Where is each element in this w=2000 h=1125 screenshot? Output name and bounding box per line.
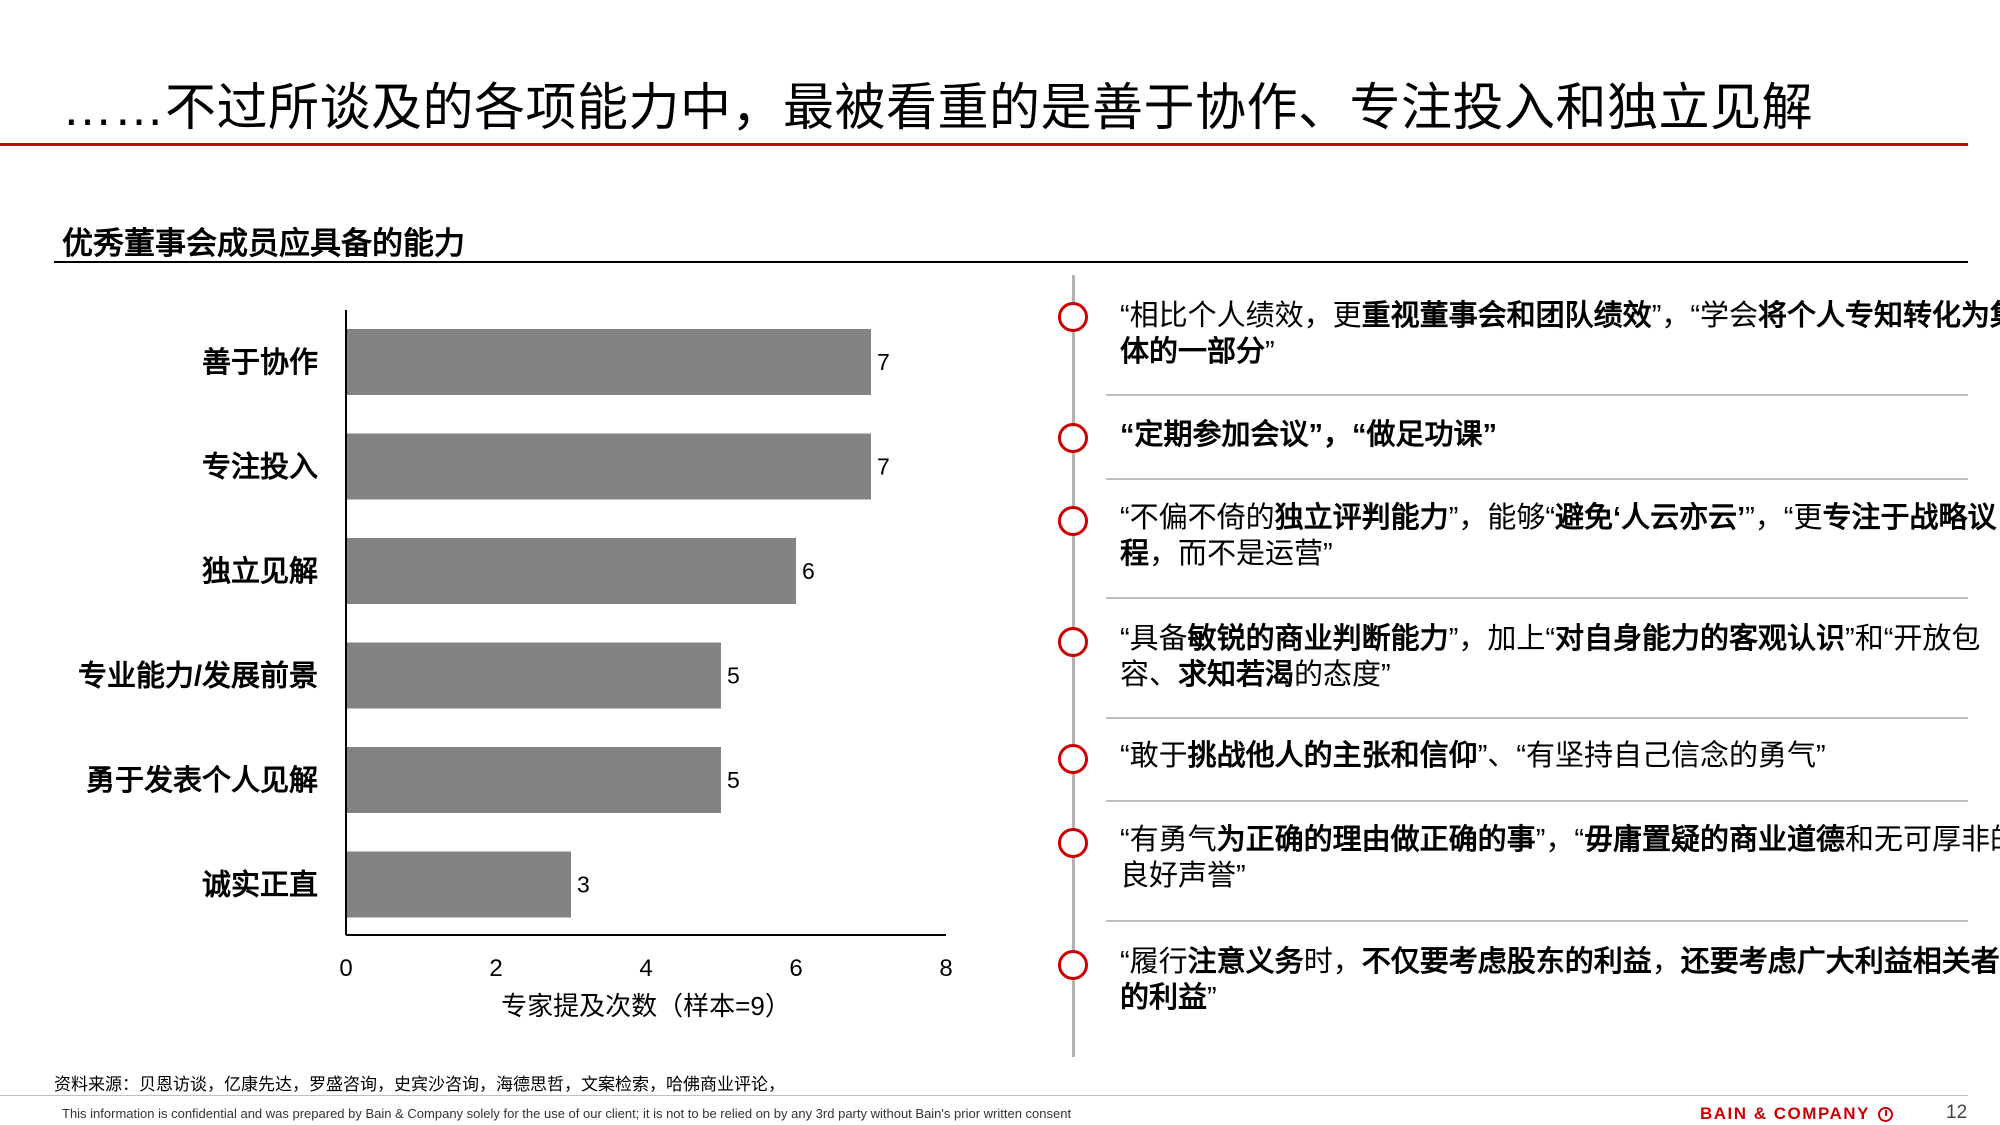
quote-segment: ” bbox=[1207, 982, 1217, 1014]
x-tick-label-0: 0 bbox=[339, 955, 352, 982]
category-label-4: 勇于发表个人见解 bbox=[86, 764, 318, 797]
quote-segment: ，而不是运营” bbox=[1149, 538, 1333, 570]
bullet-circle-icon bbox=[1058, 950, 1088, 980]
quote-text: “有勇气为正确的理由做正确的事”，“毋庸置疑的商业道德和无可厚非的良好声誉” bbox=[1120, 822, 2000, 894]
quote-segment: “具备 bbox=[1120, 623, 1188, 655]
quote-segment: ”和“开放包容、 bbox=[1120, 623, 1981, 691]
bar-chart: 善于协作 7 专注投入 7 独立见解 6 专业能力/发展前景 5 勇于发表个人见解 5 诚实正直 3 0… bbox=[78, 310, 953, 1021]
quote-emphasis: 对自身能力的客观认识 bbox=[1555, 623, 1846, 655]
section-divider bbox=[54, 261, 1968, 263]
category-label-3: 专业能力/发展前景 bbox=[78, 659, 318, 693]
quote-text: “相比个人绩效，更重视董事会和团队绩效”，“学会将个人专知转化为集体的一部分” bbox=[1120, 298, 2000, 370]
quote-text: “定期参加会议”，“做足功课” bbox=[1120, 417, 2000, 453]
quote-segment: ”，加上“ bbox=[1448, 623, 1556, 655]
quote-segment: “不偏不倚的 bbox=[1120, 502, 1275, 534]
page-number: 12 bbox=[1946, 1102, 1968, 1123]
source-note: 资料来源：贝恩访谈，亿康先达，罗盛咨询，史宾沙咨询，海德思哲，文案检索，哈佛商业… bbox=[54, 1075, 785, 1094]
category-label-2: 独立见解 bbox=[202, 554, 318, 588]
quote-segment: ”、“有坚持自己信念的勇气” bbox=[1477, 740, 1826, 772]
bullet-circle-icon bbox=[1058, 828, 1088, 858]
quote-timeline bbox=[1072, 275, 1075, 1057]
quote-text: “履行注意义务时，不仅要考虑股东的利益，还要考虑广大利益相关者的利益” bbox=[1120, 944, 2000, 1016]
quote-segment: “相比个人绩效，更 bbox=[1120, 300, 1362, 332]
quote-divider bbox=[1106, 717, 1968, 719]
category-label-0: 善于协作 bbox=[202, 346, 318, 379]
x-tick-label-4: 8 bbox=[939, 955, 952, 982]
footer-disclaimer: This information is confidential and was… bbox=[62, 1106, 1072, 1121]
quote-emphasis: 将个人专知转化为集体的一部分 bbox=[1120, 300, 2000, 368]
brand-mark-icon bbox=[1877, 1107, 1893, 1122]
quote-emphasis: 专注于战略议程 bbox=[1120, 502, 1997, 570]
value-label-2: 6 bbox=[802, 558, 815, 584]
quote-emphasis: 注意义务 bbox=[1187, 946, 1304, 978]
value-label-0: 7 bbox=[877, 349, 890, 375]
category-label-5: 诚实正直 bbox=[202, 868, 318, 902]
quote-emphasis: 为正确的理由做正确的事 bbox=[1216, 824, 1536, 856]
brand-logo: BAIN & COMPANY bbox=[1700, 1104, 1893, 1124]
page-title: ……不过所谈及的各项能力中，最被看重的是善于协作、专注投入和独立见解 bbox=[62, 79, 1814, 136]
quote-text: “敢于挑战他人的主张和信仰”、“有坚持自己信念的勇气” bbox=[1120, 738, 2000, 774]
bullet-circle-icon bbox=[1058, 627, 1088, 657]
bar-0 bbox=[346, 329, 871, 395]
bar-5 bbox=[346, 851, 571, 918]
bullet-circle-icon bbox=[1058, 506, 1088, 536]
quote-emphasis: 挑战他人的主张和信仰 bbox=[1187, 740, 1478, 772]
value-label-3: 5 bbox=[727, 663, 740, 689]
quote-emphasis: 还要考虑广大利益相关者的利益 bbox=[1120, 946, 2000, 1014]
x-tick-label-2: 4 bbox=[639, 955, 652, 982]
value-label-1: 7 bbox=[877, 454, 890, 480]
quote-emphasis: 毋庸置疑的商业道德 bbox=[1584, 824, 1846, 856]
value-label-5: 3 bbox=[577, 872, 590, 898]
quote-emphasis: 重视董事会和团队绩效 bbox=[1361, 300, 1652, 332]
quote-emphasis: “定期参加会议”，“做足功课” bbox=[1120, 419, 1498, 451]
quote-text: “具备敏锐的商业判断能力”，加上“对自身能力的客观认识”和“开放包容、求知若渴的… bbox=[1120, 621, 2000, 693]
x-tick-label-3: 6 bbox=[789, 955, 802, 982]
title-divider bbox=[0, 143, 1968, 146]
brand-name: BAIN & COMPANY bbox=[1700, 1104, 1870, 1123]
quote-divider bbox=[1106, 478, 1968, 480]
quote-segment: ”，能够“ bbox=[1448, 502, 1556, 534]
category-label-1: 专注投入 bbox=[202, 450, 318, 484]
quote-segment: ”，“学会 bbox=[1651, 300, 1759, 332]
quote-segment: ” bbox=[1265, 336, 1275, 368]
bar-3 bbox=[346, 642, 721, 709]
quote-divider bbox=[1106, 394, 1968, 396]
x-axis-label: 专家提及次数（样本=9） bbox=[501, 991, 791, 1021]
quote-divider bbox=[1106, 597, 1968, 599]
quote-segment: “有勇气 bbox=[1120, 824, 1217, 856]
x-tick-label-1: 2 bbox=[489, 955, 502, 982]
quote-segment: “敢于 bbox=[1120, 740, 1188, 772]
quote-segment: 时， bbox=[1303, 946, 1362, 978]
quote-segment: 的态度” bbox=[1294, 659, 1391, 691]
quote-text: “不偏不倚的独立评判能力”，能够“避免‘人云亦云’”，“更专注于战略议程，而不是… bbox=[1120, 500, 2000, 572]
quote-segment: “履行 bbox=[1120, 946, 1188, 978]
bar-1 bbox=[346, 433, 871, 500]
quote-emphasis: 独立评判能力 bbox=[1274, 502, 1449, 534]
bullet-circle-icon bbox=[1058, 744, 1088, 774]
quote-emphasis: 求知若渴 bbox=[1178, 659, 1295, 691]
quote-divider bbox=[1106, 800, 1968, 802]
quote-segment: ”，“更 bbox=[1745, 502, 1823, 534]
quote-segment: 和无可厚非的良好声誉” bbox=[1120, 824, 2000, 892]
footer-divider bbox=[0, 1095, 1968, 1096]
quote-divider bbox=[1106, 920, 1968, 922]
section-title: 优秀董事会成员应具备的能力 bbox=[62, 226, 465, 261]
bullet-circle-icon bbox=[1058, 302, 1088, 332]
quote-emphasis: 敏锐的商业判断能力 bbox=[1187, 623, 1449, 655]
quote-emphasis: 避免‘人云亦云’ bbox=[1555, 502, 1746, 534]
bullet-circle-icon bbox=[1058, 423, 1088, 453]
quote-segment: ， bbox=[1651, 946, 1681, 978]
quote-emphasis: 不仅要考虑股东的利益 bbox=[1361, 946, 1652, 978]
bar-4 bbox=[346, 747, 721, 813]
quote-segment: ”，“ bbox=[1535, 824, 1585, 856]
value-label-4: 5 bbox=[727, 767, 740, 793]
bar-2 bbox=[346, 538, 796, 604]
